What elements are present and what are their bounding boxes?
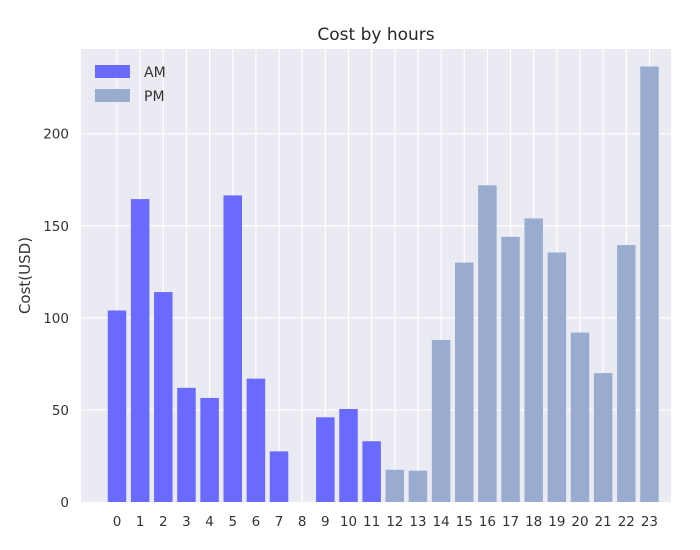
x-axis-ticks: 0 1 2 3 4 5 6 7 8 9 10 11 12 13 14 15 16 17 18 19 20 21 22 23 xyxy=(113,514,658,530)
bar-am-6 xyxy=(246,378,266,502)
x-tick-label: 10 xyxy=(340,514,357,530)
bar-am-1 xyxy=(130,199,150,502)
bar-pm-14 xyxy=(431,339,451,502)
bar-pm-16 xyxy=(478,185,497,502)
legend: AM PM xyxy=(95,65,166,105)
x-tick-label: 13 xyxy=(409,514,426,530)
bar-pm-13 xyxy=(408,470,428,502)
x-tick-label: 3 xyxy=(182,514,191,530)
x-tick-label: 11 xyxy=(363,514,380,530)
chart-title: Cost by hours xyxy=(317,25,434,45)
bar-am-0 xyxy=(107,310,127,502)
x-tick-label: 15 xyxy=(456,514,473,530)
x-tick-label: 8 xyxy=(298,514,307,530)
bar-pm-18 xyxy=(524,218,543,503)
y-tick-label: 50 xyxy=(52,403,69,419)
x-tick-label: 0 xyxy=(113,514,122,530)
x-tick-label: 23 xyxy=(641,514,658,530)
bar-pm-12 xyxy=(385,469,405,502)
x-tick-label: 1 xyxy=(136,514,145,530)
x-tick-label: 20 xyxy=(571,514,588,530)
x-tick-label: 9 xyxy=(321,514,330,530)
bar-pm-22 xyxy=(617,245,636,503)
bar-am-4 xyxy=(200,397,219,502)
bar-am-9 xyxy=(316,417,335,502)
bar-pm-23 xyxy=(640,66,659,503)
bar-am-10 xyxy=(339,409,358,502)
y-axis-ticks: 0 50 100 150 200 xyxy=(43,127,69,511)
bar-pm-21 xyxy=(593,373,613,502)
legend-swatch-pm xyxy=(95,89,130,102)
y-tick-label: 200 xyxy=(43,127,69,143)
x-tick-label: 21 xyxy=(595,514,612,530)
bar-am-3 xyxy=(177,387,196,502)
bar-pm-17 xyxy=(501,236,520,502)
y-tick-label: 100 xyxy=(43,311,69,327)
x-tick-label: 4 xyxy=(205,514,214,530)
bars-group xyxy=(107,66,659,503)
x-tick-label: 2 xyxy=(159,514,168,530)
bar-am-7 xyxy=(269,451,289,502)
bar-am-5 xyxy=(223,195,242,502)
y-tick-label: 150 xyxy=(43,219,69,235)
legend-label-pm: PM xyxy=(144,89,165,105)
x-tick-label: 22 xyxy=(618,514,635,530)
x-tick-label: 14 xyxy=(433,514,450,530)
y-axis-label: Cost(USD) xyxy=(16,237,34,314)
bar-pm-15 xyxy=(455,262,474,502)
x-tick-label: 6 xyxy=(252,514,261,530)
x-tick-label: 5 xyxy=(228,514,237,530)
bar-am-11 xyxy=(362,441,381,502)
legend-swatch-am xyxy=(95,65,130,78)
x-tick-label: 12 xyxy=(386,514,403,530)
x-tick-label: 7 xyxy=(275,514,284,530)
x-tick-label: 17 xyxy=(502,514,519,530)
x-tick-label: 16 xyxy=(479,514,496,530)
x-tick-label: 19 xyxy=(548,514,565,530)
x-tick-label: 18 xyxy=(525,514,542,530)
y-tick-label: 0 xyxy=(60,495,69,511)
bar-pm-20 xyxy=(570,332,590,502)
bar-pm-19 xyxy=(547,252,567,502)
legend-label-am: AM xyxy=(144,65,166,81)
bar-am-2 xyxy=(154,292,173,502)
